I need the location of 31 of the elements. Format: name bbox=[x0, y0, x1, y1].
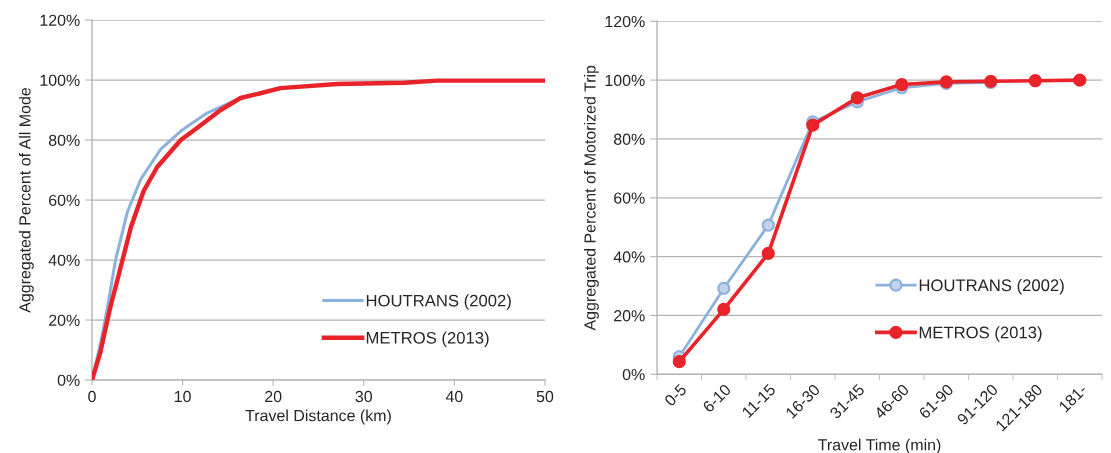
x-tick-label: 30 bbox=[355, 390, 373, 403]
x-tick-label: 10 bbox=[174, 390, 191, 403]
x-tick-label: 20 bbox=[265, 390, 282, 403]
y-tick-label: 120% bbox=[605, 15, 645, 28]
y-tick-label: 100% bbox=[605, 74, 645, 87]
legend-label: METROS (2013) bbox=[366, 331, 489, 348]
x-tick-label: 0-5 bbox=[663, 383, 688, 407]
x-tick-label: 50 bbox=[536, 390, 554, 403]
x-tick-label: 6-10 bbox=[702, 383, 732, 413]
x-tick-label: 0 bbox=[88, 390, 96, 403]
legend-label: HOUTRANS (2002) bbox=[919, 278, 1064, 295]
y-tick-label: 20% bbox=[614, 310, 645, 322]
legend-label: HOUTRANS (2002) bbox=[366, 294, 511, 310]
y-tick-label: 0% bbox=[57, 374, 80, 386]
y-tick-label: 100% bbox=[40, 74, 80, 86]
y-axis-title: Aggregated Percent of Motorized Trip bbox=[583, 65, 599, 331]
y-tick-label: 20% bbox=[49, 314, 80, 326]
y-tick-label: 80% bbox=[48, 134, 80, 146]
y-tick-label: 40% bbox=[48, 254, 80, 266]
y-tick-label: 60% bbox=[614, 192, 645, 204]
y-tick-label: 40% bbox=[613, 251, 645, 263]
x-tick-label: 40 bbox=[445, 390, 463, 403]
y-tick-label: 60% bbox=[49, 194, 80, 206]
y-tick-label: 120% bbox=[40, 14, 80, 26]
legend-label: METROS (2013) bbox=[919, 326, 1042, 342]
y-tick-label: 80% bbox=[613, 133, 645, 145]
x-axis-title: Travel Distance (km) bbox=[245, 409, 391, 425]
y-axis-title: Aggregated Percent of All Mode bbox=[18, 87, 34, 313]
y-tick-label: 0% bbox=[622, 368, 645, 381]
x-axis-title: Travel Time (min) bbox=[818, 438, 941, 453]
x-tick-label: 181- bbox=[1058, 383, 1088, 413]
